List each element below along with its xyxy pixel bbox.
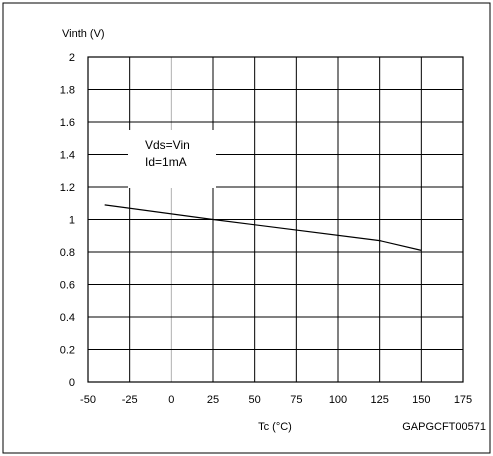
y-tick-label: 0.2: [60, 345, 75, 357]
y-tick-label: 1.6: [60, 117, 75, 129]
series-line: [104, 204, 422, 251]
y-tick-label: 1.4: [60, 150, 75, 162]
annotation-line-1: Vds=Vin: [145, 138, 190, 152]
y-axis-label: Vinth (V): [62, 28, 105, 40]
y-tick-label: 1.8: [60, 85, 75, 97]
y-tick-label: 0: [69, 377, 75, 389]
y-tick-label: 2: [69, 52, 75, 64]
plot-area-border: [87, 56, 464, 383]
x-tick-label: 75: [290, 394, 302, 406]
x-axis-label: Tc (°C): [258, 421, 292, 433]
annotation-box: Vds=Vin Id=1mA: [128, 130, 216, 188]
y-tick-labels: 0 0.2 0.4 0.6 0.8 1 1.2 1.4 1.6 1.8 2: [60, 52, 75, 389]
x-tick-label: -50: [80, 394, 96, 406]
y-tick-label: 1.2: [60, 182, 75, 194]
data-series: [104, 204, 422, 251]
x-tick-label: 100: [329, 394, 347, 406]
x-tick-label: 0: [168, 394, 174, 406]
y-tick-label: 1: [69, 215, 75, 227]
y-tick-label: 0.4: [60, 312, 75, 324]
x-tick-label: 50: [249, 394, 261, 406]
figure-code: GAPGCFT00571: [402, 421, 486, 433]
annotation-line-2: Id=1mA: [145, 155, 187, 169]
y-tick-label: 0.8: [60, 247, 75, 259]
grid: [88, 57, 463, 382]
x-tick-label: 150: [412, 394, 430, 406]
x-tick-label: 25: [207, 394, 219, 406]
x-tick-labels: -50 -25 0 25 50 75 100 125 150 175: [80, 394, 472, 406]
x-tick-label: 125: [370, 394, 388, 406]
x-tick-label: 175: [454, 394, 472, 406]
x-tick-label: -25: [122, 394, 138, 406]
y-tick-label: 0.6: [60, 280, 75, 292]
